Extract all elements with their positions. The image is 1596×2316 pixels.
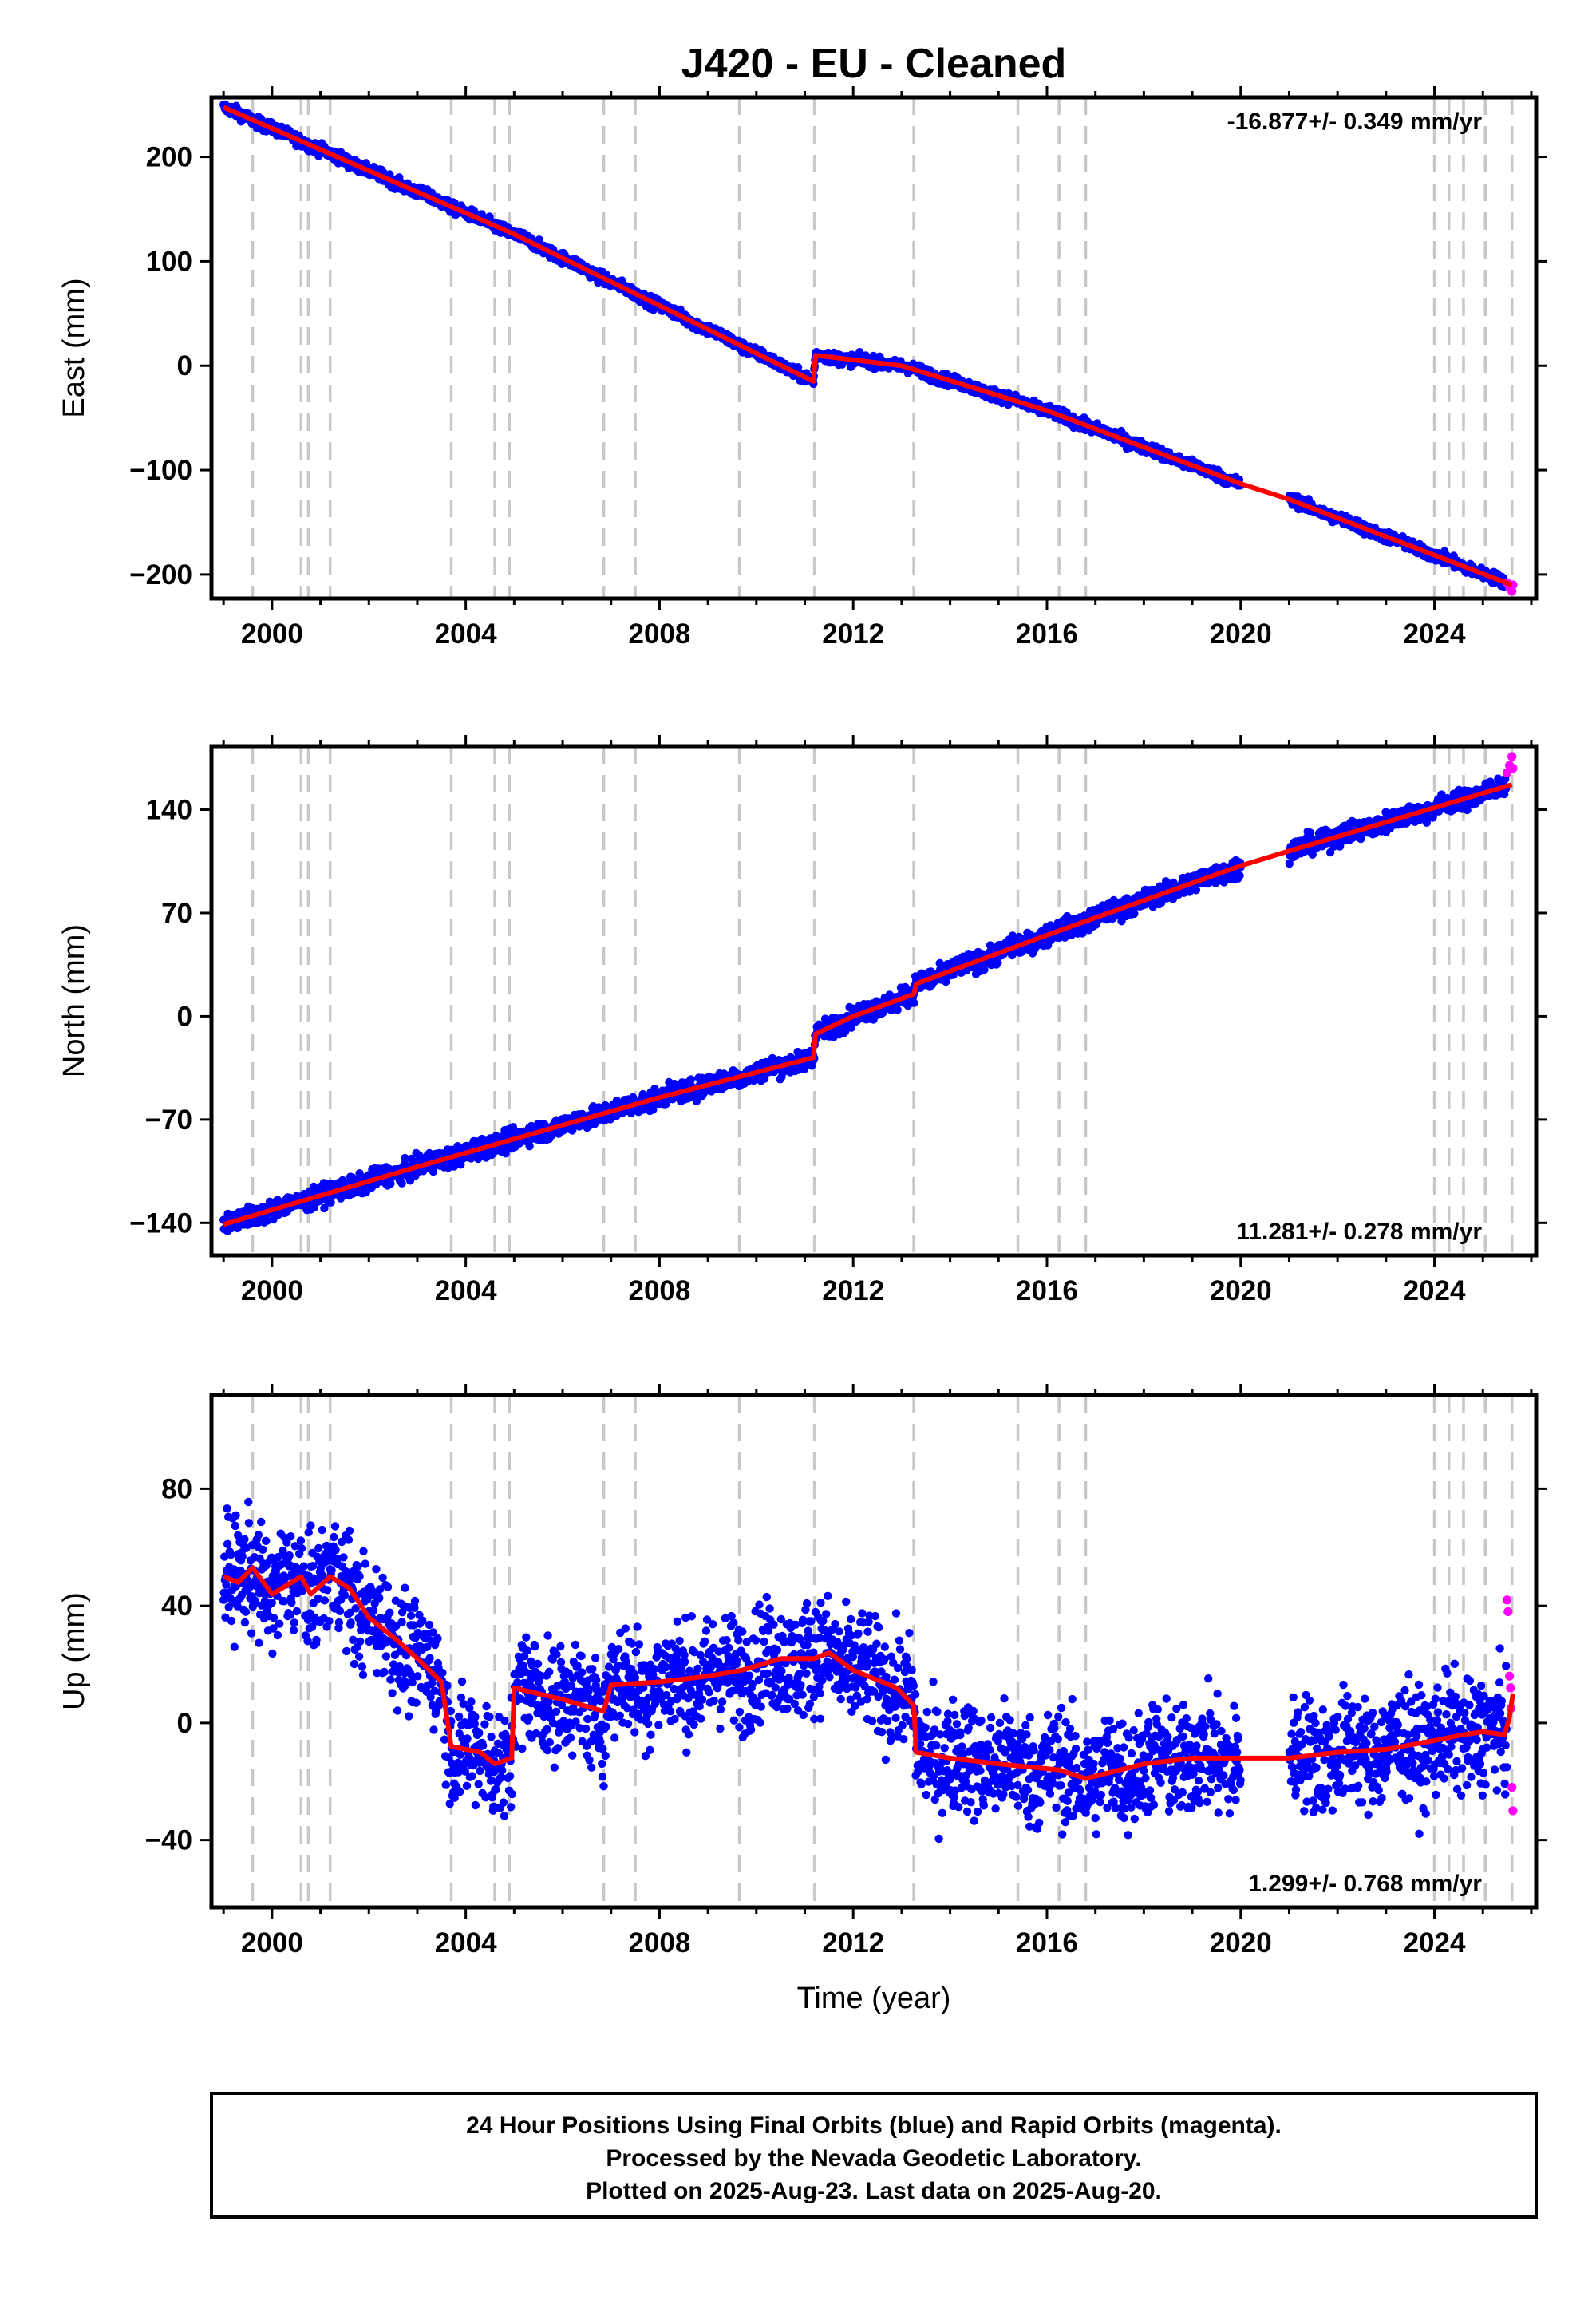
final-point [994, 958, 1002, 967]
final-point [760, 1074, 769, 1083]
x-tick-label: 2004 [435, 619, 497, 650]
rate-annotation-east: -16.877+/- 0.349 mm/yr [1227, 109, 1483, 135]
chart-title: J420 - EU - Cleaned [681, 41, 1067, 87]
final-point [525, 1142, 534, 1151]
y-tick-label: −200 [129, 559, 192, 591]
final-point [397, 1179, 406, 1188]
x-tick-label: 2020 [1210, 619, 1272, 650]
plot-area-east [219, 97, 1518, 599]
x-tick-label: 2012 [822, 619, 884, 650]
y-tick-label: 100 [146, 246, 192, 277]
axes-frame-east [209, 95, 1539, 601]
final-point [980, 965, 989, 974]
final-point [508, 1123, 518, 1132]
y-axis-label-east: East (mm) [57, 278, 91, 417]
y-tick-label: 200 [146, 142, 192, 173]
x-tick-label: 2000 [241, 619, 303, 650]
x-tick-label: 2016 [1016, 619, 1078, 650]
panel-east: 2000 2004 2008 2012 2016 2020 2024 200 100 0 −100 −… [57, 86, 1547, 650]
x-tick-label: 2008 [628, 619, 690, 650]
final-point [401, 1153, 409, 1163]
final-point [893, 1006, 902, 1014]
final-point [686, 1075, 695, 1084]
final-point [474, 1154, 483, 1164]
y-tick-label: 0 [177, 350, 192, 381]
final-point [320, 1203, 329, 1213]
final-point [942, 977, 950, 986]
x-tick-label: 2024 [1404, 619, 1466, 650]
final-point [910, 998, 918, 1007]
final-orbit-points-east [219, 100, 1511, 591]
plot-area-north [219, 746, 1518, 1255]
panels: 2000 2004 2008 2012 2016 2020 2024 200 100 0 −100 −… [57, 86, 1547, 1958]
panel-north: 2000 2004 2008 2012 2016 2020 2024140700−70−14… [57, 735, 1547, 1306]
model-line-east [222, 105, 1513, 587]
final-point [800, 1065, 808, 1074]
y-tick-label: −100 [129, 455, 192, 486]
final-point [386, 1180, 395, 1188]
